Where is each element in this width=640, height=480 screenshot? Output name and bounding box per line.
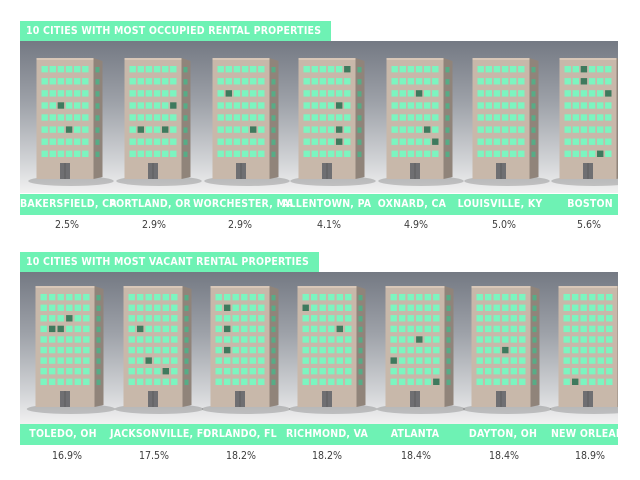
- rate-value: 16.9%: [51, 450, 82, 462]
- building-mark: [376, 286, 466, 414]
- building-mark: [26, 286, 116, 414]
- city-label: LOUISVILLE, KY: [457, 198, 543, 210]
- city-label: BOSTON: [567, 198, 613, 210]
- city-label: RICHMOND, VA: [286, 428, 368, 440]
- city-label: ALLENTOWN, PA: [282, 198, 372, 210]
- building-mark: [378, 58, 464, 186]
- city-label: JACKSONVILLE, FL: [110, 428, 210, 440]
- building-mark: [28, 58, 114, 186]
- rate-value: 2.9%: [228, 219, 252, 231]
- building-mark: [114, 286, 204, 414]
- occupied-buildings-svg: [28, 58, 618, 186]
- rate-value: 2.9%: [142, 219, 166, 231]
- rate-value: 17.5%: [138, 450, 169, 462]
- city-label: NEW ORLEANS: [550, 428, 618, 440]
- city-label: BAKERSFIELD, CA: [20, 198, 117, 210]
- building-mark: [201, 286, 291, 414]
- rate-value: 18.4%: [400, 450, 431, 462]
- building-mark: [464, 58, 550, 186]
- vacant-panel-title: 10 CITIES WITH MOST VACANT RENTAL PROPER…: [20, 252, 320, 272]
- rate-value: 4.1%: [317, 219, 341, 231]
- occupied-city-label-band: BAKERSFIELD, CA PORTLAND, OR WORCHESTER,…: [20, 194, 618, 215]
- building-mark: [462, 286, 552, 414]
- building-mark: [288, 286, 378, 414]
- building-mark: [116, 58, 202, 186]
- city-label: PORTLAND, OR: [109, 198, 191, 210]
- building-mark: [204, 58, 290, 186]
- building-mark: [549, 286, 618, 414]
- building-mark: [290, 58, 376, 186]
- city-label: WORCHESTER, MA: [193, 198, 294, 210]
- city-label: TOLEDO, OH: [29, 428, 97, 440]
- city-label: OXNARD, CA: [377, 198, 447, 210]
- rate-value: 5.0%: [492, 219, 516, 231]
- rate-value: 18.4%: [488, 450, 519, 462]
- building-mark: [551, 58, 618, 186]
- rate-value: 4.9%: [404, 219, 428, 231]
- vacant-buildings-scene: [20, 272, 618, 424]
- city-label: ORLANDO, FL: [203, 428, 277, 440]
- city-label: ATLANTA: [390, 428, 440, 440]
- city-label: DAYTON, OH: [468, 428, 538, 440]
- rate-value: 5.6%: [577, 219, 601, 231]
- occupied-panel-title: 10 CITIES WITH MOST OCCUPIED RENTAL PROP…: [20, 21, 332, 41]
- rate-value: 18.2%: [225, 450, 256, 462]
- vacant-buildings-svg: [26, 286, 618, 414]
- occupied-buildings-scene: [20, 41, 618, 193]
- rate-value: 18.9%: [574, 450, 605, 462]
- rate-value: 18.2%: [311, 450, 342, 462]
- rate-value: 2.5%: [55, 219, 79, 231]
- vacant-city-label-band: TOLEDO, OH JACKSONVILLE, FL ORLANDO, FL …: [20, 424, 618, 445]
